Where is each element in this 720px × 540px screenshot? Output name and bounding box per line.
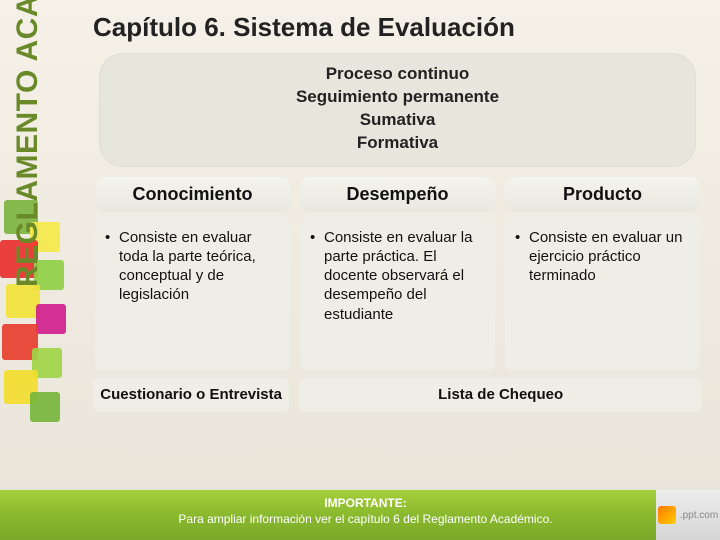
page-title: Capítulo 6. Sistema de Evaluación xyxy=(93,12,702,43)
banner-heading: IMPORTANTE: xyxy=(324,496,406,510)
color-block xyxy=(6,284,40,318)
footer-box-left: Cuestionario o Entrevista xyxy=(93,378,289,412)
column-head: Conocimiento xyxy=(95,177,290,212)
column-desempeno: Desempeño •Consiste en evaluar la parte … xyxy=(300,177,495,370)
column-head: Producto xyxy=(505,177,700,212)
column-producto: Producto •Consiste en evaluar un ejercic… xyxy=(505,177,700,370)
summary-line: Formativa xyxy=(119,132,676,155)
color-block xyxy=(36,304,66,334)
footer-boxes-row: Cuestionario o Entrevista Lista de Chequ… xyxy=(93,378,702,412)
corner-badge: .ppt.com xyxy=(656,490,720,540)
main-content: Capítulo 6. Sistema de Evaluación Proces… xyxy=(75,0,720,540)
column-head: Desempeño xyxy=(300,177,495,212)
footer-box-right: Lista de Chequeo xyxy=(299,378,702,412)
summary-line: Seguimiento permanente xyxy=(119,86,676,109)
summary-panel: Proceso continuo Seguimiento permanente … xyxy=(99,53,696,167)
column-text: Consiste en evaluar toda la parte teóric… xyxy=(119,228,280,305)
bottom-banner: IMPORTANTE: Para ampliar información ver… xyxy=(0,490,720,540)
banner-text: Para ampliar información ver el capítulo… xyxy=(178,512,552,526)
columns-row: Conocimiento •Consiste en evaluar toda l… xyxy=(95,177,700,370)
color-block xyxy=(30,392,60,422)
ppt-logo-icon xyxy=(658,506,676,524)
column-body: •Consiste en evaluar un ejercicio prácti… xyxy=(505,218,700,370)
corner-label: .ppt.com xyxy=(680,510,718,521)
column-text: Consiste en evaluar la parte práctica. E… xyxy=(324,228,485,324)
column-conocimiento: Conocimiento •Consiste en evaluar toda l… xyxy=(95,177,290,370)
summary-line: Proceso continuo xyxy=(119,63,676,86)
banner-message: IMPORTANTE: Para ampliar información ver… xyxy=(0,490,656,540)
column-body: •Consiste en evaluar toda la parte teóri… xyxy=(95,218,290,370)
column-text: Consiste en evaluar un ejercicio práctic… xyxy=(529,228,690,286)
summary-line: Sumativa xyxy=(119,109,676,132)
sidebar-vertical-title: REGLAMENTO ACADÉMICO xyxy=(11,0,45,287)
column-body: •Consiste en evaluar la parte práctica. … xyxy=(300,218,495,370)
